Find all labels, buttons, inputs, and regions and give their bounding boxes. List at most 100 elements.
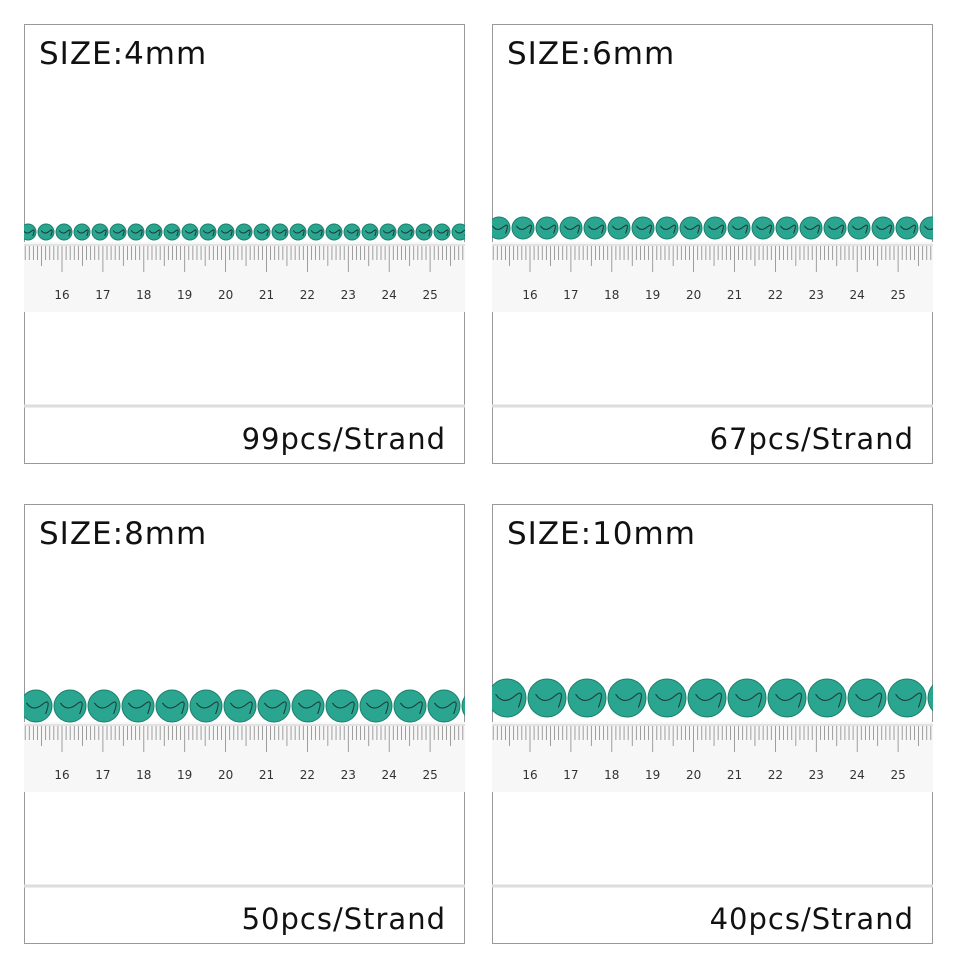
bead-vein — [436, 229, 449, 237]
bead — [163, 223, 181, 241]
bead-vein — [755, 224, 772, 234]
bead — [807, 678, 847, 718]
bead — [607, 216, 631, 240]
bead-vein — [127, 701, 151, 715]
ruler-number: 25 — [422, 768, 437, 782]
size-label: SIZE:8mm — [39, 516, 207, 552]
ruler-number: 20 — [218, 288, 233, 302]
bead-vein — [433, 701, 457, 715]
bead — [511, 216, 535, 240]
ruler-number: 17 — [563, 288, 578, 302]
bead-vein — [25, 701, 49, 715]
bead — [91, 223, 109, 241]
bead — [767, 678, 807, 718]
bead-vein — [815, 692, 842, 708]
bead — [343, 223, 361, 241]
bead-vein — [418, 229, 431, 237]
bead-vein — [611, 224, 628, 234]
bead-vein — [328, 229, 341, 237]
bead-vein — [635, 224, 652, 234]
bead — [397, 223, 415, 241]
ruler-number: 25 — [890, 288, 905, 302]
bead — [109, 223, 127, 241]
bead — [253, 223, 271, 241]
bead — [37, 223, 55, 241]
bead — [847, 216, 871, 240]
bead — [655, 216, 679, 240]
bead — [823, 216, 847, 240]
bead — [235, 223, 253, 241]
ruler-number: 17 — [95, 288, 110, 302]
bead-vein — [936, 693, 960, 707]
bead — [535, 216, 559, 240]
bead — [559, 216, 583, 240]
bead-vein — [346, 229, 359, 237]
bead-vein — [382, 229, 395, 237]
bead — [451, 223, 465, 241]
panel: 16 17 18 19 20 21 22 23 24 25 SIZE:10mm 40pcs/Stran… — [492, 504, 960, 944]
bead — [470, 224, 486, 240]
bead — [927, 684, 933, 712]
bead — [289, 223, 307, 241]
ruler-number: 20 — [686, 288, 701, 302]
ruler-number: 18 — [136, 288, 151, 302]
ruler — [24, 242, 465, 312]
bead-vein — [683, 224, 700, 234]
panel: 16 17 18 19 20 21 22 23 24 25 SIZE:8mm 50pcs/Strand — [24, 504, 490, 944]
size-label: SIZE:6mm — [507, 36, 675, 72]
ruler-number: 23 — [809, 288, 824, 302]
ruler-number: 22 — [300, 288, 315, 302]
bead-vein — [779, 224, 796, 234]
bead — [181, 223, 199, 241]
panel-content: 16 17 18 19 20 21 22 23 24 25 — [492, 678, 960, 888]
bead — [679, 216, 703, 240]
ruler-number: 20 — [686, 768, 701, 782]
bead-vein — [454, 229, 465, 237]
bead-vein — [229, 701, 253, 715]
bead — [393, 689, 427, 723]
ruler-number: 23 — [341, 288, 356, 302]
bead-vein — [468, 702, 490, 714]
ruler-number: 23 — [341, 768, 356, 782]
bead-vein — [399, 701, 423, 715]
bead-vein — [895, 692, 922, 708]
bead-vein — [220, 229, 233, 237]
ruler-number: 16 — [54, 768, 69, 782]
bead — [379, 223, 397, 241]
bead — [24, 689, 53, 723]
ruler-number: 18 — [604, 288, 619, 302]
bead — [919, 216, 933, 240]
bead-vein — [827, 224, 844, 234]
bead-vein — [515, 224, 532, 234]
bead — [199, 223, 217, 241]
bead — [427, 689, 461, 723]
bead — [647, 678, 687, 718]
bead — [687, 678, 727, 718]
bead-vein — [563, 224, 580, 234]
bead — [433, 223, 451, 241]
bead — [325, 223, 343, 241]
bead — [55, 223, 73, 241]
ruler — [492, 242, 933, 312]
ruler-number: 20 — [218, 768, 233, 782]
bead — [799, 216, 823, 240]
ruler-number: 16 — [54, 288, 69, 302]
bead — [257, 689, 291, 723]
panel: 16 17 18 19 20 21 22 23 24 25 SIZE:6mm 67pcs/Strand — [492, 24, 933, 464]
bead-vein — [59, 701, 83, 715]
bead — [607, 678, 647, 718]
bead-vein — [695, 692, 722, 708]
bead — [87, 689, 121, 723]
bead — [583, 216, 607, 240]
bead-vein — [400, 229, 413, 237]
panel-content: 16 17 18 19 20 21 22 23 24 25 — [24, 689, 490, 888]
bead-vein — [659, 224, 676, 234]
size-label: SIZE:10mm — [507, 516, 696, 552]
bead — [871, 216, 895, 240]
bead — [751, 216, 775, 240]
bead — [53, 689, 87, 723]
bead-vein — [587, 224, 604, 234]
bead-vein — [615, 692, 642, 708]
ruler-number: 25 — [890, 768, 905, 782]
